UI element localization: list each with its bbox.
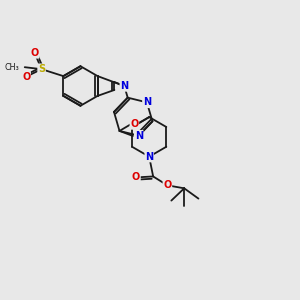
Text: CH₃: CH₃ — [5, 63, 20, 72]
Text: O: O — [22, 72, 30, 82]
Text: O: O — [31, 48, 39, 58]
Text: N: N — [145, 152, 153, 162]
Text: S: S — [38, 64, 45, 74]
Text: O: O — [132, 172, 140, 182]
Text: N: N — [143, 98, 151, 107]
Text: O: O — [163, 180, 172, 190]
Text: N: N — [120, 81, 128, 91]
Text: N: N — [135, 131, 143, 141]
Text: O: O — [130, 119, 139, 129]
